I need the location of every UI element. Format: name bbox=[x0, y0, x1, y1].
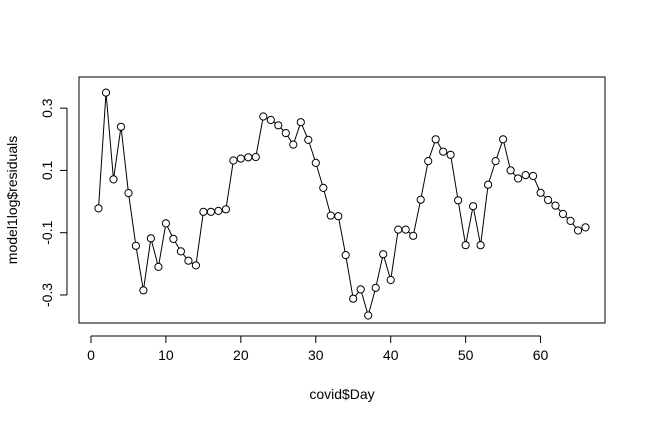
data-point bbox=[401, 225, 410, 234]
data-point bbox=[356, 285, 365, 294]
data-point bbox=[154, 262, 163, 271]
y-tick-label: -0.3 bbox=[39, 283, 55, 307]
x-tick-label: 0 bbox=[87, 347, 95, 363]
x-axis: 0 10 20 30 40 50 60 bbox=[87, 335, 549, 363]
y-axis: 0.3 0.1 -0.1 -0.3 bbox=[39, 98, 68, 307]
data-point bbox=[484, 180, 493, 189]
data-point bbox=[94, 204, 103, 213]
data-point bbox=[409, 231, 418, 240]
data-point bbox=[461, 241, 470, 250]
data-point bbox=[229, 156, 238, 165]
data-point bbox=[573, 226, 583, 235]
data-point bbox=[176, 247, 185, 256]
y-tick-label: 0.1 bbox=[39, 160, 55, 180]
data-point bbox=[349, 294, 358, 303]
data-point bbox=[109, 175, 118, 184]
x-tick-label: 10 bbox=[158, 347, 174, 363]
data-point bbox=[536, 188, 545, 197]
data-point bbox=[139, 286, 148, 295]
data-point bbox=[266, 115, 275, 125]
data-point bbox=[274, 121, 283, 130]
x-tick-label: 30 bbox=[308, 347, 324, 363]
data-point bbox=[476, 241, 485, 250]
x-tick-label: 60 bbox=[533, 347, 549, 363]
data-point bbox=[259, 112, 268, 121]
y-tick-label: 0.3 bbox=[39, 98, 55, 118]
data-point bbox=[296, 118, 305, 127]
y-tick-label: -0.1 bbox=[39, 220, 55, 244]
data-point bbox=[424, 157, 433, 166]
data-point bbox=[169, 234, 178, 243]
data-point bbox=[326, 211, 335, 220]
data-point bbox=[499, 135, 508, 144]
data-point bbox=[281, 129, 290, 138]
data-point bbox=[521, 171, 530, 180]
data-point bbox=[514, 174, 523, 183]
data-point bbox=[289, 140, 298, 149]
data-point bbox=[379, 250, 388, 259]
x-tick-label: 20 bbox=[233, 347, 249, 363]
data-point bbox=[131, 241, 140, 250]
plot-frame bbox=[78, 76, 606, 324]
data-point bbox=[184, 256, 193, 265]
data-point bbox=[304, 135, 313, 144]
x-tick-label: 50 bbox=[458, 347, 474, 363]
data-point bbox=[319, 183, 328, 192]
data-point bbox=[446, 150, 455, 159]
data-point bbox=[161, 219, 170, 228]
data-point bbox=[581, 223, 590, 232]
data-point bbox=[506, 166, 515, 175]
data-point bbox=[214, 206, 223, 215]
data-point bbox=[439, 147, 448, 156]
data-point bbox=[191, 261, 200, 270]
series-line bbox=[98, 92, 586, 318]
data-point bbox=[416, 195, 425, 204]
x-tick-label: 40 bbox=[383, 347, 399, 363]
x-axis-title: covid$Day bbox=[309, 386, 374, 402]
data-point bbox=[551, 201, 560, 210]
data-point bbox=[311, 158, 320, 167]
data-point bbox=[124, 189, 133, 198]
data-point bbox=[334, 212, 343, 221]
data-point bbox=[544, 195, 553, 205]
data-point bbox=[386, 275, 395, 285]
data-point bbox=[341, 251, 350, 260]
data-point bbox=[558, 209, 568, 219]
data-point bbox=[529, 171, 538, 181]
data-point bbox=[244, 153, 253, 162]
data-point bbox=[251, 152, 260, 162]
data-point bbox=[371, 283, 380, 292]
data-point bbox=[364, 311, 373, 320]
data-point bbox=[236, 154, 245, 163]
data-points bbox=[94, 88, 590, 320]
data-point bbox=[454, 196, 463, 205]
data-point bbox=[431, 135, 440, 144]
data-point bbox=[491, 157, 500, 166]
data-point bbox=[566, 216, 575, 225]
data-point bbox=[116, 122, 126, 131]
data-point bbox=[206, 207, 215, 216]
data-point bbox=[101, 88, 111, 97]
y-axis-title: model1log$residuals bbox=[4, 136, 20, 264]
data-point bbox=[199, 207, 208, 216]
data-point bbox=[394, 225, 403, 234]
data-point bbox=[469, 202, 478, 211]
data-point bbox=[221, 205, 230, 214]
data-point bbox=[146, 234, 155, 243]
